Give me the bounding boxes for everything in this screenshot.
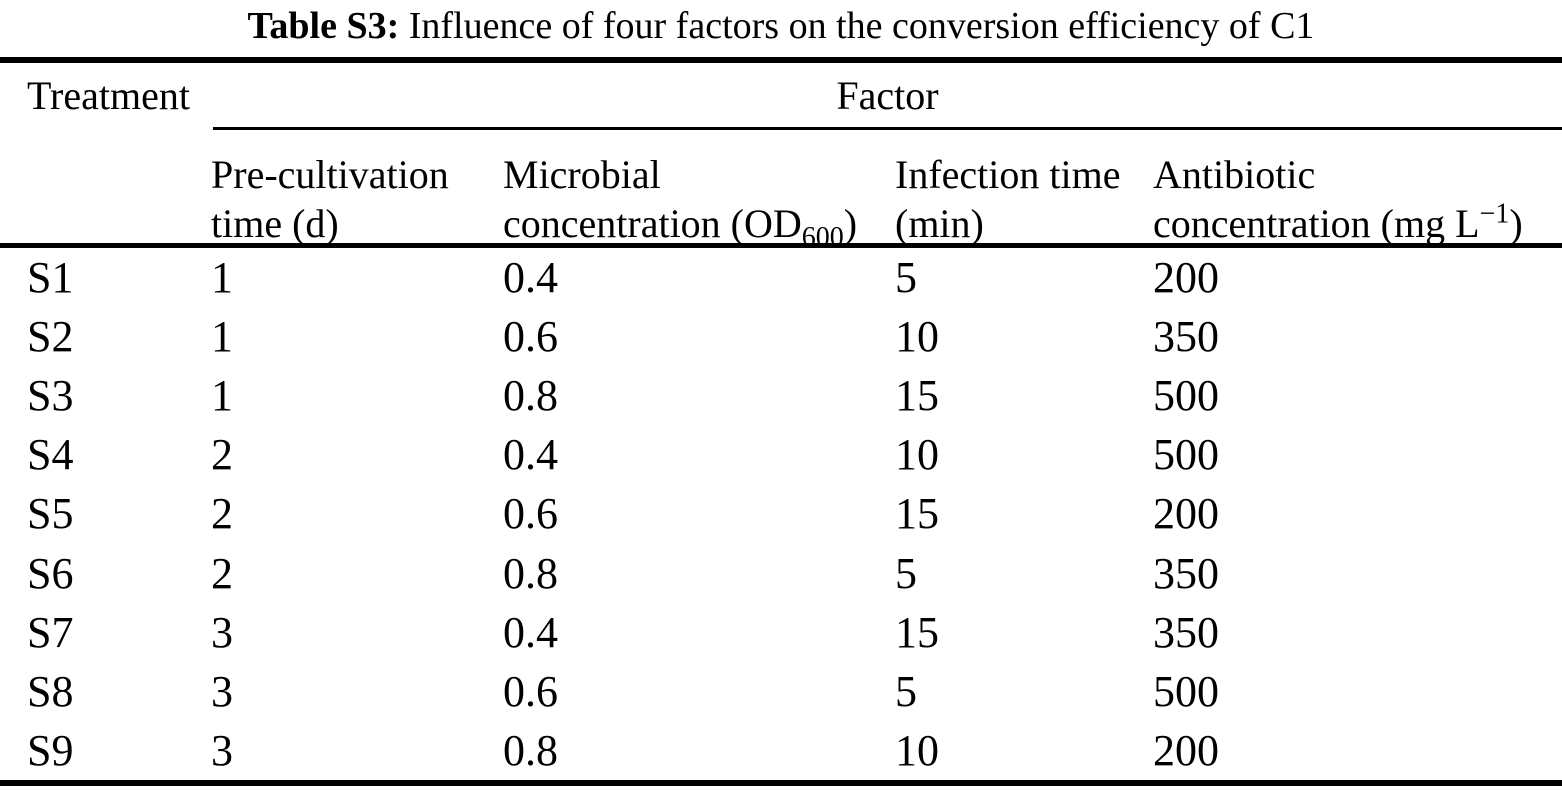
infection-time-cell: 5 — [895, 549, 917, 598]
table-caption-label: Table S3: — [247, 5, 400, 47]
infection-time-cell: 15 — [895, 371, 939, 420]
treatment-cell: S1 — [27, 253, 74, 302]
factor-group-underline — [213, 127, 1562, 130]
column-header-infection-time: Infection time (min) — [895, 150, 1120, 248]
microbial-concentration-cell: 0.6 — [503, 312, 558, 361]
treatment-cell: S3 — [27, 371, 74, 420]
header-line-1: Pre-cultivation — [211, 152, 449, 197]
header-text: concentration (OD — [503, 201, 802, 246]
header-line-2: concentration (mg L−1) — [1153, 199, 1523, 248]
antibiotic-concentration-cell: 350 — [1153, 549, 1219, 598]
treatment-cell: S7 — [27, 608, 74, 657]
pre-cultivation-time-cell: 3 — [211, 667, 233, 716]
table-row-s2: S2 1 0.6 10 350 — [0, 307, 1562, 366]
header-line-1: Microbial — [503, 152, 661, 197]
pre-cultivation-time-cell: 1 — [211, 312, 233, 361]
table-row-s4: S4 2 0.4 10 500 — [0, 425, 1562, 484]
microbial-concentration-cell: 0.8 — [503, 371, 558, 420]
infection-time-cell: 15 — [895, 608, 939, 657]
table-row-s1: S1 1 0.4 5 200 — [0, 248, 1562, 307]
antibiotic-concentration-cell: 200 — [1153, 489, 1219, 538]
table-row-s8: S8 3 0.6 5 500 — [0, 662, 1562, 721]
antibiotic-concentration-cell: 350 — [1153, 312, 1219, 361]
microbial-concentration-cell: 0.6 — [503, 667, 558, 716]
column-header-microbial-concentration: Microbial concentration (OD600) — [503, 150, 858, 252]
header-text-close: ) — [843, 201, 858, 246]
antibiotic-concentration-cell: 500 — [1153, 430, 1219, 479]
infection-time-cell: 5 — [895, 667, 917, 716]
treatment-cell: S4 — [27, 430, 74, 479]
header-line-1: Infection time — [895, 152, 1121, 197]
treatment-cell: S2 — [27, 312, 74, 361]
infection-time-cell: 10 — [895, 726, 939, 775]
table-row-s3: S3 1 0.8 15 500 — [0, 366, 1562, 425]
pre-cultivation-time-cell: 2 — [211, 430, 233, 479]
microbial-concentration-cell: 0.4 — [503, 253, 558, 302]
column-header-antibiotic-concentration: Antibiotic concentration (mg L−1) — [1153, 150, 1523, 248]
header-line-2: concentration (OD600) — [503, 199, 858, 252]
antibiotic-concentration-cell: 200 — [1153, 726, 1219, 775]
infection-time-cell: 5 — [895, 253, 917, 302]
header-line-2: (min) — [895, 201, 984, 246]
column-group-header-factor: Factor — [836, 73, 939, 118]
exponent-superscript: −1 — [1479, 198, 1510, 230]
antibiotic-concentration-cell: 500 — [1153, 371, 1219, 420]
pre-cultivation-time-cell: 1 — [211, 253, 233, 302]
pre-cultivation-time-cell: 2 — [211, 489, 233, 538]
top-rule — [0, 57, 1562, 63]
column-header-treatment: Treatment — [27, 73, 190, 118]
header-line-2: time (d) — [211, 201, 339, 246]
microbial-concentration-cell: 0.8 — [503, 726, 558, 775]
infection-time-cell: 15 — [895, 489, 939, 538]
antibiotic-concentration-cell: 500 — [1153, 667, 1219, 716]
infection-time-cell: 10 — [895, 312, 939, 361]
pre-cultivation-time-cell: 2 — [211, 549, 233, 598]
microbial-concentration-cell: 0.4 — [503, 430, 558, 479]
table-caption-text: Influence of four factors on the convers… — [408, 5, 1315, 47]
table-row-s9: S9 3 0.8 10 200 — [0, 721, 1562, 780]
header-line-1: Antibiotic — [1153, 152, 1316, 197]
pre-cultivation-time-cell: 1 — [211, 371, 233, 420]
treatment-cell: S5 — [27, 489, 74, 538]
header-body-divider-rule — [0, 243, 1562, 248]
microbial-concentration-cell: 0.8 — [503, 549, 558, 598]
infection-time-cell: 10 — [895, 430, 939, 479]
header-text: concentration (mg L — [1153, 201, 1480, 246]
pre-cultivation-time-cell: 3 — [211, 726, 233, 775]
treatment-cell: S9 — [27, 726, 74, 775]
treatment-cell: S6 — [27, 549, 74, 598]
column-header-pre-cultivation-time: Pre-cultivation time (d) — [211, 150, 449, 248]
pre-cultivation-time-cell: 3 — [211, 608, 233, 657]
microbial-concentration-cell: 0.4 — [503, 608, 558, 657]
antibiotic-concentration-cell: 200 — [1153, 253, 1219, 302]
antibiotic-concentration-cell: 350 — [1153, 608, 1219, 657]
header-text-close: ) — [1509, 201, 1523, 246]
treatment-cell: S8 — [27, 667, 74, 716]
bottom-rule — [0, 780, 1562, 786]
table-row-s5: S5 2 0.6 15 200 — [0, 484, 1562, 543]
table-row-s6: S6 2 0.8 5 350 — [0, 544, 1562, 603]
microbial-concentration-cell: 0.6 — [503, 489, 558, 538]
table-caption: Table S3: Influence of four factors on t… — [0, 2, 1562, 50]
table-row-s7: S7 3 0.4 15 350 — [0, 603, 1562, 662]
